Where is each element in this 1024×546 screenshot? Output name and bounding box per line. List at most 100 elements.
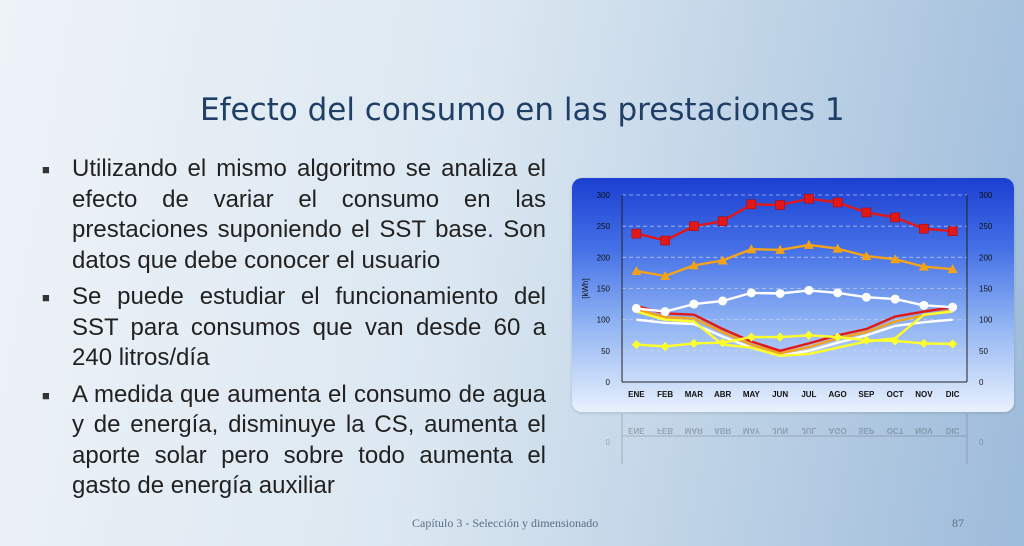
x-tick-label: FEB [657, 390, 673, 399]
data-point [804, 193, 814, 204]
square-bullet-icon: ■ [42, 387, 50, 403]
data-point [775, 244, 786, 254]
y-axis-label: [kWh] [581, 278, 590, 298]
bullet-item: ■ A medida que aumenta el consumo de agu… [42, 380, 546, 502]
x-tick-label: DIC [946, 390, 960, 399]
reflection-x-tick-label: ABR [714, 426, 732, 435]
data-point [948, 339, 958, 349]
bullet-text: Utilizando el mismo algoritmo se analiza… [72, 155, 546, 274]
series-line [636, 318, 953, 358]
x-tick-label: AGO [829, 390, 847, 399]
data-point [832, 243, 843, 253]
data-point [689, 221, 699, 231]
data-point [631, 340, 641, 350]
reflection-x-tick-label: DIC [946, 426, 960, 435]
data-point [689, 299, 699, 309]
data-point [919, 338, 929, 348]
data-point [746, 199, 757, 210]
data-point [861, 292, 871, 302]
x-tick-label: OCT [887, 390, 904, 399]
y-tick-label-right: 300 [979, 191, 993, 200]
reflection-y-tick-label: 0 [979, 437, 984, 446]
y-tick-label-right: 50 [979, 347, 988, 356]
data-point [947, 264, 958, 274]
reflection-x-tick-label: FEB [657, 426, 673, 435]
data-point [919, 300, 929, 310]
y-tick-label-left: 250 [597, 222, 611, 231]
page-number: 87 [952, 516, 964, 530]
reflection-x-tick-label: OCT [887, 426, 904, 435]
data-point [717, 255, 728, 265]
y-tick-label-left: 50 [601, 347, 610, 356]
data-point [833, 332, 843, 342]
data-point [804, 285, 814, 295]
square-bullet-icon: ■ [42, 162, 50, 177]
data-point [660, 235, 670, 246]
reflection-x-tick-label: NOV [915, 426, 933, 435]
data-point [861, 207, 872, 218]
data-point [947, 226, 958, 236]
data-point [718, 296, 728, 306]
x-tick-label: SEP [858, 390, 875, 399]
data-point [746, 288, 756, 298]
data-point [919, 223, 929, 234]
square-bullet-icon: ■ [42, 290, 50, 305]
data-point [718, 338, 728, 348]
y-tick-label-right: 0 [979, 378, 984, 387]
data-point [775, 200, 785, 210]
x-tick-label: NOV [915, 390, 933, 399]
reflection-y-tick-label: 0 [606, 437, 611, 446]
x-tick-label: ENE [628, 390, 645, 399]
reflection-x-tick-label: ENE [628, 426, 645, 435]
data-point [890, 212, 900, 223]
bullet-item: ■ Se puede estudiar el funcionamiento de… [42, 282, 546, 374]
reflection-x-tick-label: SEP [858, 426, 875, 435]
x-tick-label: JUL [801, 390, 816, 399]
bullet-item: ■ Utilizando el mismo algoritmo se anali… [42, 154, 546, 276]
data-point [803, 239, 814, 249]
x-tick-label: MAR [685, 390, 703, 399]
data-point [660, 341, 670, 351]
bullet-text: Se puede estudiar el funcionamiento del … [72, 283, 546, 371]
reflection-x-tick-label: MAY [743, 426, 761, 435]
data-point [804, 330, 814, 340]
slide-footer: Capítulo 3 - Selección y dimensionado [412, 516, 599, 530]
data-point [631, 303, 641, 313]
data-point [631, 266, 642, 276]
data-point [918, 261, 929, 271]
data-point [746, 332, 756, 342]
data-point [660, 307, 670, 317]
data-point [890, 254, 901, 264]
reflection-x-tick-label: AGO [829, 426, 847, 435]
series-line [636, 304, 953, 353]
y-tick-label-right: 100 [979, 316, 993, 325]
data-point [746, 244, 757, 254]
data-point [948, 302, 958, 312]
data-point [890, 336, 900, 346]
series-line [636, 310, 953, 358]
slide-title: Efecto del consumo en las prestaciones 1 [200, 92, 845, 128]
data-point [717, 216, 728, 226]
data-point [631, 228, 642, 239]
chart-reflection-graphic: ENE FEB MAR ABR MAY JUN JUL AGO SEP OCT NOV DIC 0 0 [606, 414, 984, 464]
data-point [660, 271, 671, 281]
y-tick-label-left: 300 [597, 191, 611, 200]
data-point [833, 288, 843, 298]
data-point [688, 260, 699, 270]
x-tick-label: ABR [714, 390, 732, 399]
y-tick-label-right: 150 [979, 285, 993, 294]
series-line [636, 243, 953, 278]
data-point [775, 288, 785, 298]
x-tick-label: MAY [743, 390, 761, 399]
chart-panel: 0 0 50 50 100 100 150 150 200 200 250 250 300 300 [kWh… [572, 178, 1014, 412]
bullet-list: ■ Utilizando el mismo algoritmo se anali… [42, 154, 546, 508]
y-tick-label-left: 150 [597, 285, 611, 294]
x-tick-label: JUN [772, 390, 788, 399]
reflection-x-tick-label: MAR [685, 426, 703, 435]
bullet-text: A medida que aumenta el consumo de agua … [72, 380, 546, 500]
y-tick-label-left: 100 [597, 316, 611, 325]
y-tick-label-left: 0 [606, 378, 611, 387]
data-point [775, 332, 785, 342]
data-point [689, 338, 699, 348]
reflection-x-tick-label: JUN [772, 426, 788, 435]
